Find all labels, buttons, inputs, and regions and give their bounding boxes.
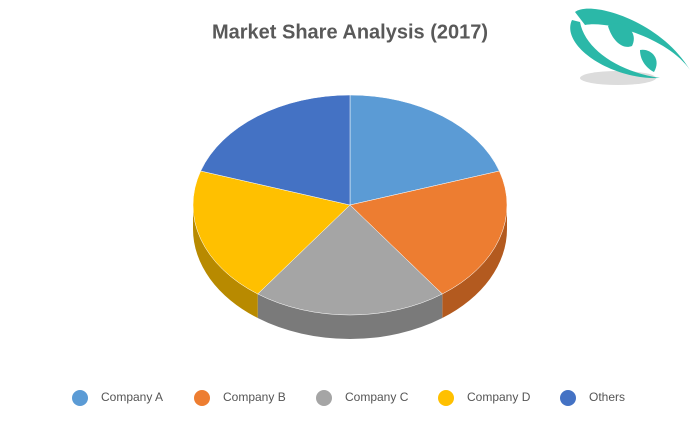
legend-label: Company C <box>345 390 409 404</box>
slice-side <box>442 205 507 318</box>
legend-label: Company D <box>467 390 531 404</box>
slice <box>349 94 500 206</box>
slice <box>192 170 351 295</box>
legend-label: Company B <box>223 390 286 404</box>
legend-swatch <box>194 390 210 406</box>
chart-title: Market Share Analysis (2017) <box>212 21 488 43</box>
slice-side <box>193 205 258 318</box>
slice <box>349 170 508 295</box>
slice-side <box>257 293 443 340</box>
slice <box>200 94 351 206</box>
legend-label: Company A <box>101 390 163 404</box>
slice <box>257 204 443 316</box>
logo <box>570 8 690 85</box>
legend-swatch <box>72 390 88 406</box>
legend-label: Others <box>589 390 625 404</box>
legend-swatch <box>560 390 576 406</box>
legend-swatch <box>438 390 454 406</box>
legend-swatch <box>316 390 332 406</box>
